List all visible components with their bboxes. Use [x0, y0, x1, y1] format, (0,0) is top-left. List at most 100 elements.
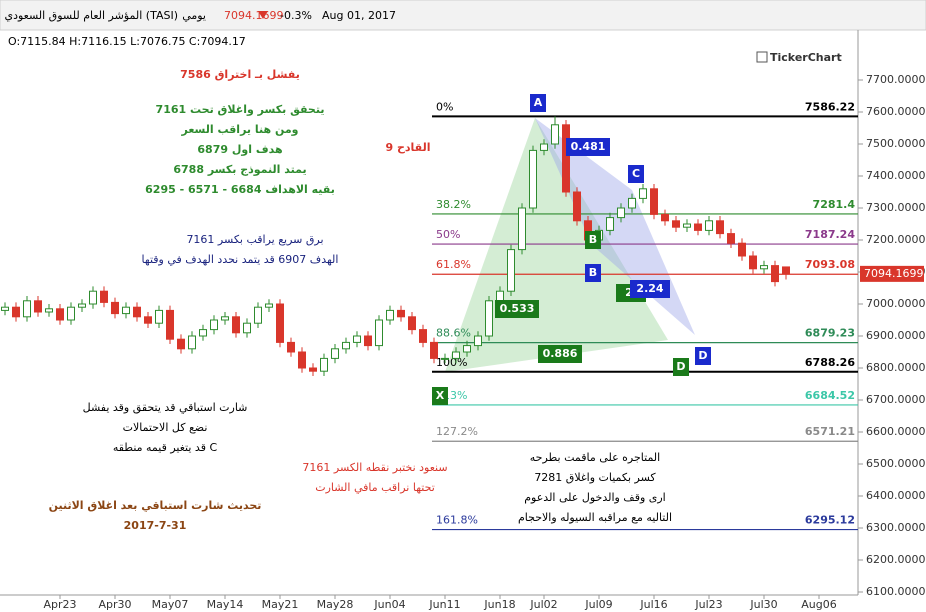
candle-body	[210, 319, 218, 331]
fib-value: 6788.26	[805, 356, 855, 369]
candle-body	[100, 290, 108, 303]
pattern-label-box	[585, 231, 601, 249]
candle-body	[298, 351, 306, 369]
candle-body	[430, 341, 438, 359]
candle-body	[551, 124, 559, 145]
fib-label: 88.6%	[436, 327, 471, 340]
candle-body	[111, 301, 119, 315]
logo: TickerChart	[756, 51, 842, 64]
pattern-label-box	[530, 94, 546, 112]
annotation: 2017-7-31	[124, 519, 187, 532]
candle-body	[463, 345, 471, 353]
y-tick-label: 7400.0000	[866, 169, 926, 182]
fib-value: 7281.4	[813, 198, 856, 211]
candle-body	[1, 306, 9, 311]
logo-icon	[756, 51, 768, 63]
y-tick-label: 6100.0000	[866, 585, 926, 598]
candle-body	[364, 335, 372, 347]
y-tick-label: 6300.0000	[866, 521, 926, 534]
y-tick-label: 7700.0000	[866, 73, 926, 86]
candle-body	[56, 308, 64, 321]
fib-value: 6571.21	[805, 425, 855, 438]
fib-value: 7187.24	[805, 228, 855, 241]
candle-body	[562, 124, 570, 193]
fib-label: 38.2%	[436, 198, 471, 211]
last-price-box	[860, 265, 924, 282]
candle-body	[661, 213, 669, 222]
annotation: ارى وقف والدخول على الدعوم	[524, 491, 666, 504]
instrument: المؤشر العام للسوق السعودي (TASI)	[4, 9, 178, 22]
candle-body	[166, 309, 174, 340]
annotation: القادح 9	[385, 141, 430, 154]
pattern-label: B	[589, 233, 597, 246]
candle-body	[518, 207, 526, 251]
fib-value: 6684.52	[805, 389, 855, 402]
annotation: سنعود نختبر نقطه الكسر 7161	[302, 461, 447, 474]
y-tick-label: 6500.0000	[866, 457, 926, 470]
x-tick-label: Jun04	[373, 598, 405, 611]
candle-body	[254, 306, 262, 324]
candle-body	[243, 322, 251, 334]
candle-body	[287, 341, 295, 353]
fib-label: 50%	[436, 228, 460, 241]
header-bar	[0, 0, 926, 31]
candles	[1, 116, 790, 376]
change: -0.3%	[280, 9, 312, 22]
candle-body	[177, 338, 185, 350]
candle-body	[628, 197, 636, 209]
annotation: شارت استباقي قد يتحقق وقد يفشل	[83, 401, 248, 415]
y-tick-label: 6900.0000	[866, 329, 926, 342]
ratio-label: 2.24	[636, 282, 663, 295]
logo-text: TickerChart	[770, 51, 842, 64]
fib-label: 61.8%	[436, 258, 471, 271]
annotation: برق سريع يراقب بكسر 7161	[186, 233, 323, 246]
candle-body	[474, 335, 482, 347]
annotation: يتحقق بكسر واغلاق تحت 7161	[156, 103, 325, 116]
y-tick-label: 6400.0000	[866, 489, 926, 502]
candle-body	[782, 266, 790, 275]
candle-body	[452, 351, 460, 359]
annotation: تحديث شارت استباقي بعد اغلاق الاثنين	[49, 499, 262, 512]
candle-body	[89, 290, 97, 305]
candle-body	[727, 233, 735, 244]
candle-body	[331, 348, 339, 359]
candle-body	[199, 329, 207, 337]
annotation: الهدف 6907 قد يتمد نحدد الهدف في وقتها	[142, 253, 339, 266]
candle-body	[67, 306, 75, 321]
annotation: يفشل بـ اختراق 7586	[180, 68, 300, 81]
annotation: قد يتغير قيمه منطقه C	[113, 441, 218, 454]
ratio-label: 0.886	[543, 347, 578, 360]
x-tick-label: Apr30	[98, 598, 131, 611]
annotation: المتاجره على ماقمت بطرحه	[530, 451, 660, 464]
x-tick-label: May21	[262, 598, 299, 611]
annotation: هدف اول 6879	[197, 143, 282, 156]
candle-body	[12, 306, 20, 318]
candle-body	[276, 303, 284, 343]
candle-body	[408, 316, 416, 331]
x-tick-label: Apr23	[43, 598, 76, 611]
candle-body	[45, 308, 53, 313]
pattern-label-box	[673, 358, 689, 376]
annotation: كسر بكميات واغلاق 7281	[534, 471, 656, 484]
y-tick-label: 7000.0000	[866, 297, 926, 310]
annotation: ومن هنا يراقب السعر	[180, 123, 298, 136]
candle-body	[386, 309, 394, 321]
fib-value: 7586.22	[805, 100, 855, 113]
y-tick-label: 6700.0000	[866, 393, 926, 406]
candle-body	[694, 223, 702, 231]
candle-body	[320, 357, 328, 372]
annotation: يمتد النموذج بكسر 6788	[173, 163, 306, 177]
candle-body	[760, 265, 768, 270]
annotation: التاليه مع مراقبه السيوله والاحجام	[518, 511, 672, 524]
candle-body	[606, 217, 614, 231]
candle-body	[353, 335, 361, 343]
candle-body	[639, 188, 647, 199]
candle-body	[650, 188, 658, 215]
pattern-label: X	[436, 389, 445, 402]
pattern-label: C	[632, 167, 640, 180]
annotation: بقيه الاهداف 6684 - 6571 - 6295	[145, 183, 335, 196]
y-tick-label: 7500.0000	[866, 137, 926, 150]
